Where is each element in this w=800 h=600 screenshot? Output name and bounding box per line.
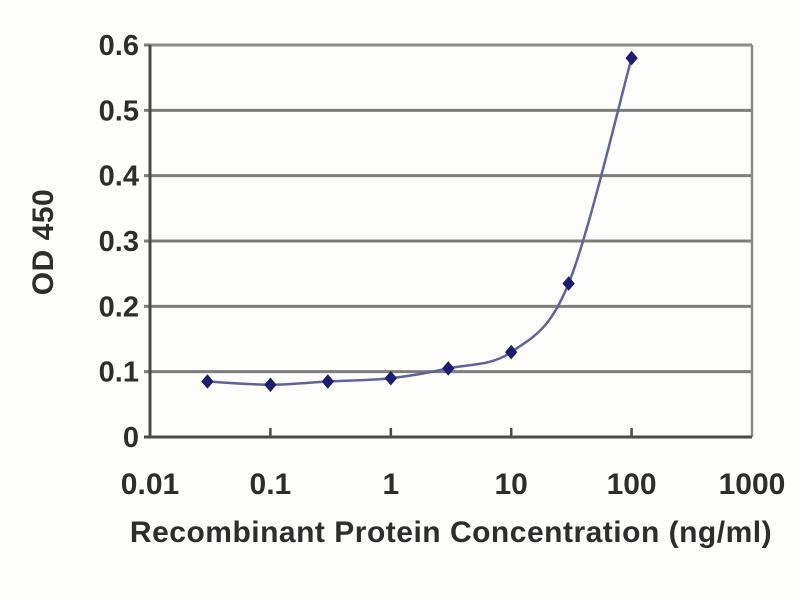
x-axis-title: Recombinant Protein Concentration (ng/ml… xyxy=(129,516,773,549)
data-point-marker xyxy=(264,377,277,393)
data-point-marker xyxy=(384,370,397,386)
data-point-marker xyxy=(505,344,518,360)
y-axis-title: OD 450 xyxy=(27,188,60,296)
y-tick-label: 0.4 xyxy=(99,161,139,193)
data-point-marker xyxy=(625,50,638,66)
x-tick-label: 0.01 xyxy=(121,468,179,501)
y-tick-label: 0 xyxy=(123,422,139,454)
y-tick-label: 0.5 xyxy=(99,95,139,127)
data-point-marker xyxy=(201,374,214,389)
y-tick-label: 0.3 xyxy=(99,226,139,258)
x-tick-label: 0.1 xyxy=(250,468,292,501)
x-tick-label: 100 xyxy=(607,468,657,501)
x-tick-label: 10 xyxy=(495,468,528,501)
y-tick-label: 0.1 xyxy=(99,357,139,389)
data-point-marker xyxy=(321,374,334,389)
y-tick-label: 0.6 xyxy=(99,30,139,62)
x-tick-label: 1 xyxy=(382,468,399,501)
x-tick-label: 1000 xyxy=(719,468,786,501)
data-point-marker xyxy=(442,361,455,376)
y-tick-label: 0.2 xyxy=(99,291,139,323)
data-point-marker xyxy=(562,276,575,291)
